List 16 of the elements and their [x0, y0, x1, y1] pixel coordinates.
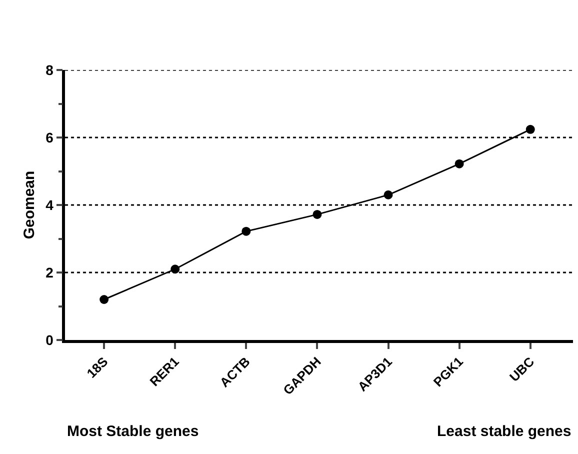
point	[526, 124, 535, 134]
y-axis-title: Geomean	[20, 170, 38, 240]
point	[242, 226, 251, 236]
y-tick-label: 4	[46, 196, 54, 213]
y-tick-label: 2	[46, 264, 54, 280]
point	[384, 190, 393, 200]
y-tick-label: 8	[46, 62, 54, 78]
text: Least stable genes	[437, 423, 572, 440]
point	[100, 295, 109, 304]
text: Most Stable genes	[67, 423, 199, 440]
point	[454, 159, 464, 168]
point	[312, 210, 322, 219]
y-tick-label: 0	[46, 332, 54, 348]
y-tick-label: 6	[46, 129, 54, 146]
x-tick-label: 18S	[84, 354, 112, 381]
point	[170, 264, 180, 274]
